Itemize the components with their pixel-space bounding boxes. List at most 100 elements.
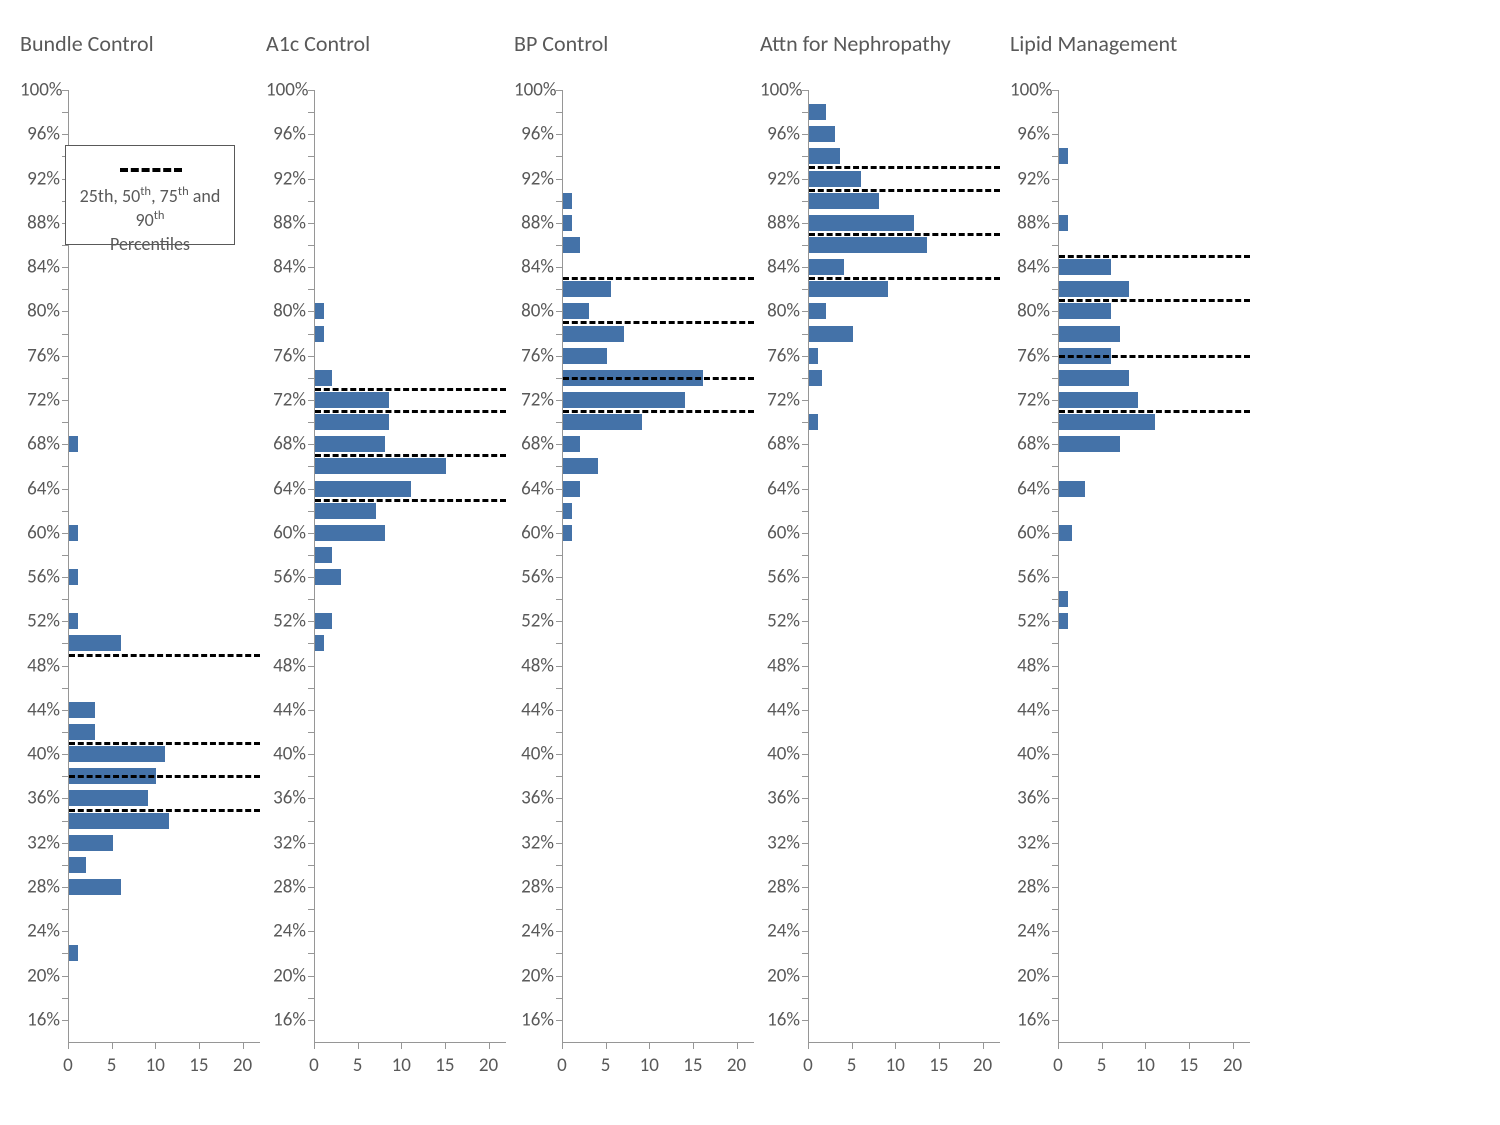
hist-bar	[809, 193, 879, 209]
x-tick-label: 10	[1136, 1054, 1155, 1077]
y-tick-mark	[802, 90, 808, 91]
y-tick-mark	[1052, 821, 1058, 822]
x-axis-line	[562, 1042, 754, 1043]
x-tick-label: 15	[435, 1054, 454, 1077]
y-tick-label: 64%	[760, 477, 800, 500]
y-tick-mark	[1052, 621, 1058, 622]
hist-bar	[809, 370, 822, 386]
y-tick-mark	[802, 112, 808, 113]
y-tick-label: 84%	[20, 256, 60, 279]
percentile-line	[315, 388, 506, 391]
y-tick-label: 80%	[20, 300, 60, 323]
y-tick-label: 52%	[514, 610, 554, 633]
percentile-line	[69, 809, 260, 812]
percentile-line	[1059, 299, 1250, 302]
y-tick-mark	[1052, 179, 1058, 180]
hist-bar	[809, 303, 826, 319]
y-tick-mark	[308, 201, 314, 202]
y-tick-mark	[556, 311, 562, 312]
y-tick-label: 56%	[20, 566, 60, 589]
x-tick-mark	[112, 1042, 113, 1049]
y-tick-mark	[62, 909, 68, 910]
y-tick-mark	[802, 356, 808, 357]
y-tick-label: 20%	[1010, 964, 1050, 987]
y-tick-label: 32%	[1010, 831, 1050, 854]
hist-bar	[315, 458, 446, 474]
y-tick-mark	[556, 909, 562, 910]
y-tick-mark	[802, 732, 808, 733]
y-tick-label: 44%	[514, 698, 554, 721]
x-axis-line	[314, 1042, 506, 1043]
y-tick-label: 76%	[20, 344, 60, 367]
y-tick-mark	[802, 976, 808, 977]
plot-area: 16%20%24%28%32%36%40%44%48%52%56%60%64%6…	[808, 90, 1000, 1042]
y-tick-mark	[556, 666, 562, 667]
y-tick-label: 96%	[266, 123, 306, 146]
x-tick-label: 0	[803, 1054, 813, 1077]
hist-bar	[1059, 436, 1120, 452]
y-tick-mark	[308, 289, 314, 290]
hist-bar	[1059, 525, 1072, 541]
y-tick-label: 24%	[20, 920, 60, 943]
y-tick-mark	[802, 489, 808, 490]
y-tick-label: 20%	[20, 964, 60, 987]
y-tick-mark	[556, 334, 562, 335]
y-tick-label: 88%	[514, 211, 554, 234]
x-tick-label: 10	[640, 1054, 659, 1077]
y-tick-mark	[308, 798, 314, 799]
hist-bar	[1059, 481, 1085, 497]
y-tick-mark	[308, 422, 314, 423]
y-tick-label: 64%	[1010, 477, 1050, 500]
y-tick-mark	[556, 732, 562, 733]
hist-bar	[315, 481, 411, 497]
y-tick-mark	[1052, 688, 1058, 689]
y-tick-mark	[62, 533, 68, 534]
y-tick-mark	[308, 466, 314, 467]
x-tick-mark	[243, 1042, 244, 1049]
y-tick-mark	[1052, 90, 1058, 91]
y-tick-label: 68%	[266, 433, 306, 456]
y-tick-mark	[1052, 422, 1058, 423]
y-tick-mark	[802, 953, 808, 954]
y-tick-mark	[308, 223, 314, 224]
y-tick-mark	[62, 754, 68, 755]
y-tick-label: 64%	[266, 477, 306, 500]
y-tick-label: 100%	[760, 79, 800, 102]
y-tick-mark	[308, 643, 314, 644]
y-tick-label: 20%	[514, 964, 554, 987]
hist-bar	[1059, 281, 1129, 297]
y-tick-label: 76%	[266, 344, 306, 367]
x-tick-mark	[155, 1042, 156, 1049]
y-tick-mark	[556, 643, 562, 644]
y-tick-label: 24%	[760, 920, 800, 943]
hist-bar	[809, 104, 826, 120]
y-tick-label: 52%	[760, 610, 800, 633]
hist-bar	[809, 237, 927, 253]
hist-bar	[809, 148, 840, 164]
y-tick-mark	[62, 577, 68, 578]
y-tick-mark	[1052, 400, 1058, 401]
y-tick-mark	[802, 400, 808, 401]
y-tick-mark	[802, 223, 808, 224]
y-tick-mark	[556, 931, 562, 932]
hist-bar	[809, 281, 888, 297]
y-tick-mark	[556, 998, 562, 999]
x-tick-label: 10	[146, 1054, 165, 1077]
y-tick-label: 56%	[514, 566, 554, 589]
y-tick-mark	[308, 90, 314, 91]
x-tick-label: 15	[189, 1054, 208, 1077]
percentile-line	[69, 742, 260, 745]
y-tick-mark	[802, 267, 808, 268]
y-tick-label: 56%	[266, 566, 306, 589]
y-tick-label: 32%	[20, 831, 60, 854]
hist-bar	[1059, 591, 1068, 607]
x-tick-mark	[314, 1042, 315, 1049]
hist-bar	[69, 835, 113, 851]
y-tick-label: 72%	[514, 388, 554, 411]
y-tick-mark	[1052, 776, 1058, 777]
y-tick-mark	[556, 621, 562, 622]
y-tick-mark	[62, 555, 68, 556]
y-tick-mark	[1052, 466, 1058, 467]
y-tick-label: 80%	[760, 300, 800, 323]
y-axis-line	[1058, 90, 1059, 1042]
